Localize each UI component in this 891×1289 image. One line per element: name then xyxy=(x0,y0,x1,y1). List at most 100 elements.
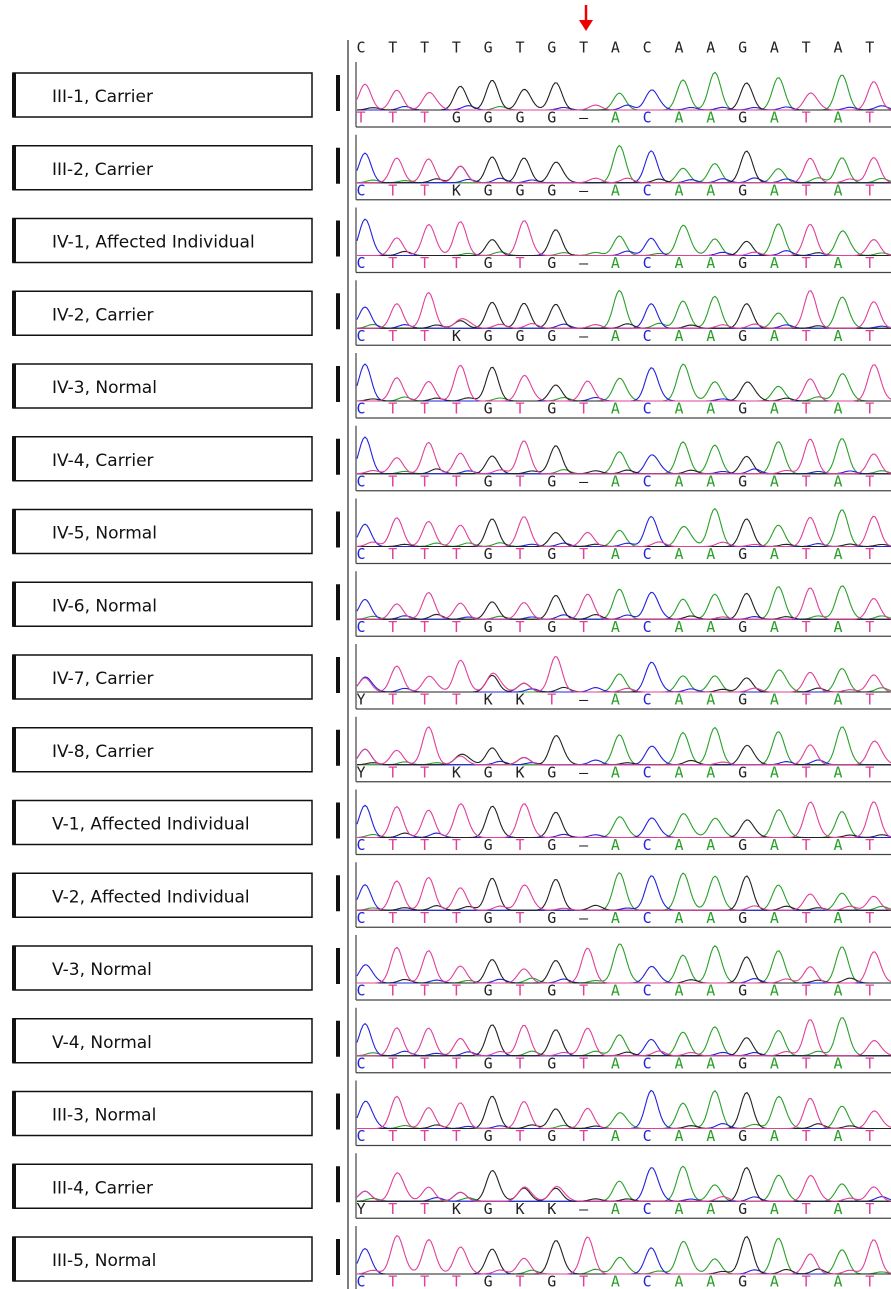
base-call: G xyxy=(484,545,493,563)
base-call: A xyxy=(706,545,715,563)
base-call: A xyxy=(770,982,779,1000)
base-call: T xyxy=(356,109,365,127)
reference-base: A xyxy=(770,39,779,57)
base-call: G xyxy=(738,1273,747,1289)
base-call: T xyxy=(388,400,397,418)
sample-label: IV-2, Carrier xyxy=(52,305,154,325)
trace xyxy=(357,1237,891,1274)
base-call: G xyxy=(515,327,524,345)
base-call: C xyxy=(643,254,652,272)
base-call: G xyxy=(484,400,493,418)
base-call: A xyxy=(833,691,842,709)
sample-label: III-3, Normal xyxy=(52,1106,156,1126)
base-call: G xyxy=(738,545,747,563)
base-call: G xyxy=(738,763,747,781)
base-call: T xyxy=(802,109,811,127)
base-call: T xyxy=(388,545,397,563)
base-call: T xyxy=(420,327,429,345)
base-call: G xyxy=(452,109,461,127)
base-call: T xyxy=(579,400,588,418)
base-call: G xyxy=(484,1054,493,1072)
base-call: T xyxy=(388,982,397,1000)
trace xyxy=(357,437,891,474)
base-call: G xyxy=(738,691,747,709)
base-call: A xyxy=(833,400,842,418)
sample-label: III-5, Normal xyxy=(52,1251,156,1271)
base-call: T xyxy=(802,254,811,272)
base-call: T xyxy=(515,1127,524,1145)
label-box-edge xyxy=(12,728,16,772)
base-call: G xyxy=(547,254,556,272)
base-call: G xyxy=(738,472,747,490)
base-call: – xyxy=(579,909,589,927)
trace xyxy=(357,727,891,765)
base-call: T xyxy=(579,1054,588,1072)
base-call: T xyxy=(452,909,461,927)
base-call: T xyxy=(420,1054,429,1072)
base-call: G xyxy=(484,109,493,127)
base-call: G xyxy=(515,181,524,199)
base-call: C xyxy=(356,836,365,854)
base-call: A xyxy=(674,691,683,709)
base-call: – xyxy=(579,472,589,490)
base-call: A xyxy=(674,545,683,563)
base-call: G xyxy=(484,1273,493,1289)
base-call: A xyxy=(770,181,779,199)
base-call: G xyxy=(515,109,524,127)
base-call: A xyxy=(706,982,715,1000)
base-call: A xyxy=(674,909,683,927)
base-call: G xyxy=(547,763,556,781)
base-call: G xyxy=(547,1127,556,1145)
base-call: T xyxy=(420,1273,429,1289)
base-call: T xyxy=(388,1054,397,1072)
trace xyxy=(357,519,891,547)
base-call: A xyxy=(833,327,842,345)
base-call: T xyxy=(388,618,397,636)
base-call: C xyxy=(643,1054,652,1072)
base-call: A xyxy=(674,181,683,199)
base-call: C xyxy=(356,472,365,490)
base-call: C xyxy=(643,909,652,927)
trace xyxy=(357,727,891,765)
base-call: A xyxy=(674,400,683,418)
base-call: T xyxy=(802,618,811,636)
row-marker xyxy=(336,1094,340,1130)
row-marker xyxy=(336,512,340,548)
trace xyxy=(357,224,891,256)
base-call: T xyxy=(802,181,811,199)
base-call: A xyxy=(674,763,683,781)
sample-label: V-2, Affected Individual xyxy=(52,887,250,907)
sample-label: III-4, Carrier xyxy=(52,1178,153,1198)
reference-base: T xyxy=(420,39,429,57)
base-call: A xyxy=(611,836,620,854)
base-call: G xyxy=(547,109,556,127)
base-call: T xyxy=(579,545,588,563)
row-marker xyxy=(336,803,340,839)
base-call: A xyxy=(833,109,842,127)
base-call: A xyxy=(706,472,715,490)
base-call: – xyxy=(579,691,589,709)
base-call: T xyxy=(865,618,874,636)
base-call: A xyxy=(706,763,715,781)
row-marker xyxy=(336,148,340,184)
base-call: A xyxy=(833,472,842,490)
base-call: – xyxy=(579,836,589,854)
base-call: A xyxy=(833,982,842,1000)
base-call: C xyxy=(643,982,652,1000)
trace xyxy=(357,367,891,401)
base-call: T xyxy=(515,254,524,272)
base-call: A xyxy=(611,109,620,127)
row-marker xyxy=(336,730,340,766)
base-call: T xyxy=(802,400,811,418)
base-call: C xyxy=(643,400,652,418)
base-call: C xyxy=(356,327,365,345)
label-box-edge xyxy=(12,146,16,190)
row-marker xyxy=(336,657,340,693)
base-call: A xyxy=(674,1273,683,1289)
base-call: G xyxy=(484,909,493,927)
trace xyxy=(357,1236,891,1274)
base-call: G xyxy=(547,909,556,927)
reference-base: A xyxy=(611,39,620,57)
base-call: K xyxy=(515,691,524,709)
base-call: A xyxy=(770,691,779,709)
